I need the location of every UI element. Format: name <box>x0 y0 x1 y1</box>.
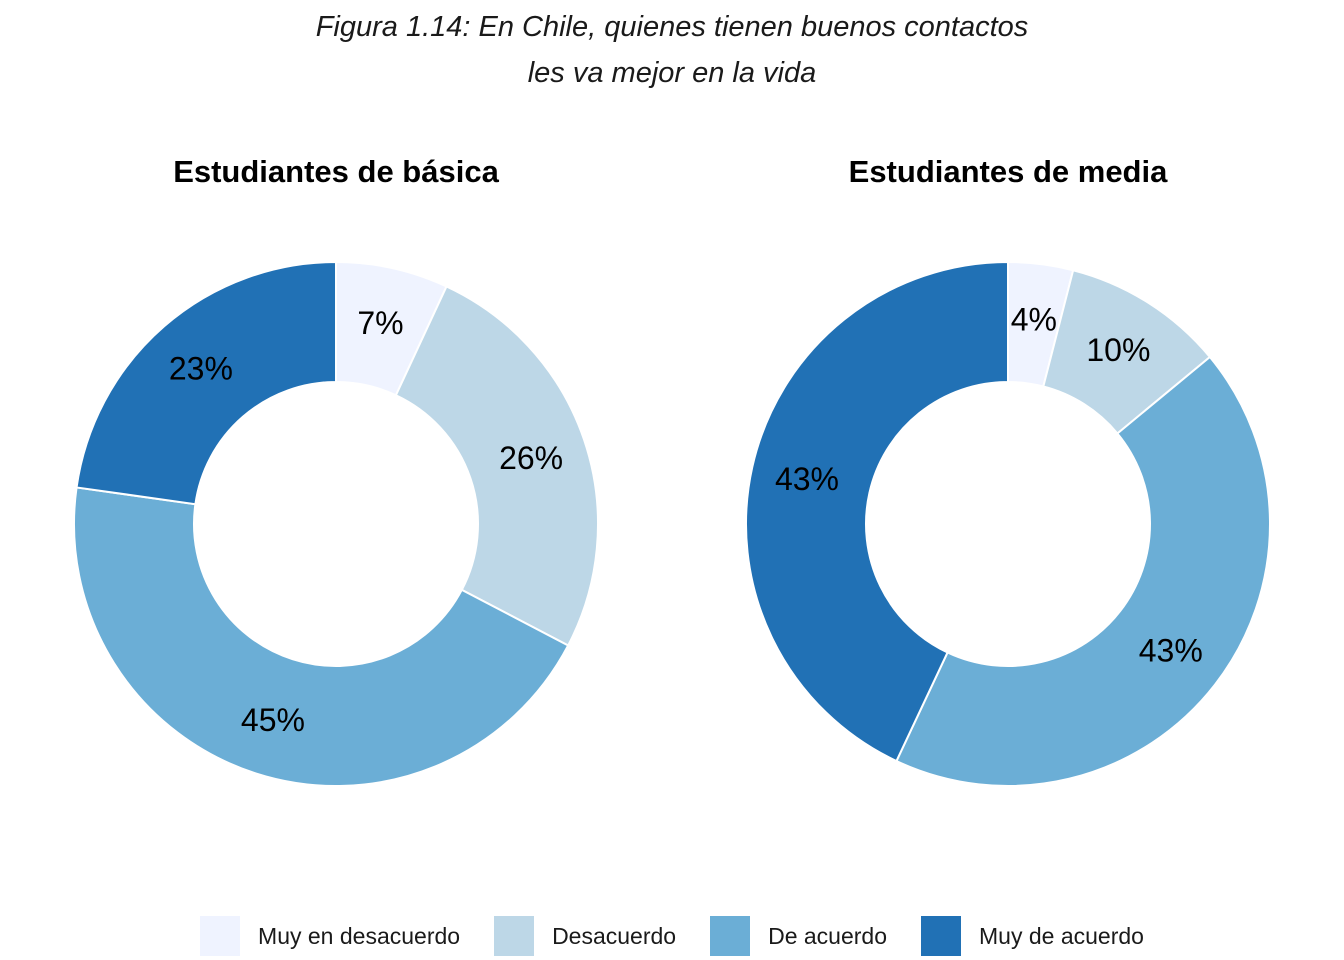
panel-title-basica: Estudiantes de básica <box>173 154 499 189</box>
figure-title: Figura 1.14: En Chile, quienes tienen bu… <box>0 4 1344 96</box>
legend-item-desacuerdo: Desacuerdo <box>494 916 676 956</box>
slice-label-1-0: 4% <box>1011 302 1057 338</box>
panel-basica: Estudiantes de básica 7% 26% 45% 23% <box>73 154 599 787</box>
figure-title-line-1: Figura 1.14: En Chile, quienes tienen bu… <box>315 11 1029 43</box>
donut-slice-0-3 <box>75 260 337 506</box>
panel-media: Estudiantes de media 4% 10% 43% 43% <box>745 154 1271 787</box>
panel-title-media: Estudiantes de media <box>849 154 1168 189</box>
legend-swatch <box>710 916 751 956</box>
legend: Muy en desacuerdo Desacuerdo De acuerdo … <box>0 916 1344 956</box>
legend-swatch <box>494 916 535 956</box>
slice-label-1-1: 10% <box>1086 332 1150 368</box>
legend-item-muy-en-desacuerdo: Muy en desacuerdo <box>200 916 460 956</box>
slice-label-0-0: 7% <box>357 305 403 341</box>
slice-label-1-3: 43% <box>775 461 839 497</box>
donut-charts: Estudiantes de básica 7% 26% 45% 23% Estudi… <box>73 154 1271 787</box>
slice-label-0-1: 26% <box>499 440 563 476</box>
legend-item-de-acuerdo: De acuerdo <box>710 916 887 956</box>
legend-swatch <box>200 916 241 956</box>
donut-slice-0-1 <box>394 285 599 647</box>
legend-label: Desacuerdo <box>552 922 677 949</box>
donut-slice-1-2 <box>895 355 1271 787</box>
legend-swatch <box>921 916 962 956</box>
slice-label-0-2: 45% <box>241 702 305 738</box>
figure-title-line-2: les va mejor en la vida <box>527 57 817 89</box>
slice-label-1-2: 43% <box>1139 632 1203 668</box>
donut-slice-1-3 <box>745 260 1009 763</box>
legend-label: Muy en desacuerdo <box>258 922 461 949</box>
legend-label: De acuerdo <box>768 922 888 949</box>
legend-item-muy-de-acuerdo: Muy de acuerdo <box>921 916 1144 956</box>
slice-label-0-3: 23% <box>169 351 233 387</box>
legend-label: Muy de acuerdo <box>979 922 1144 949</box>
donut-slice-0-2 <box>73 486 570 787</box>
